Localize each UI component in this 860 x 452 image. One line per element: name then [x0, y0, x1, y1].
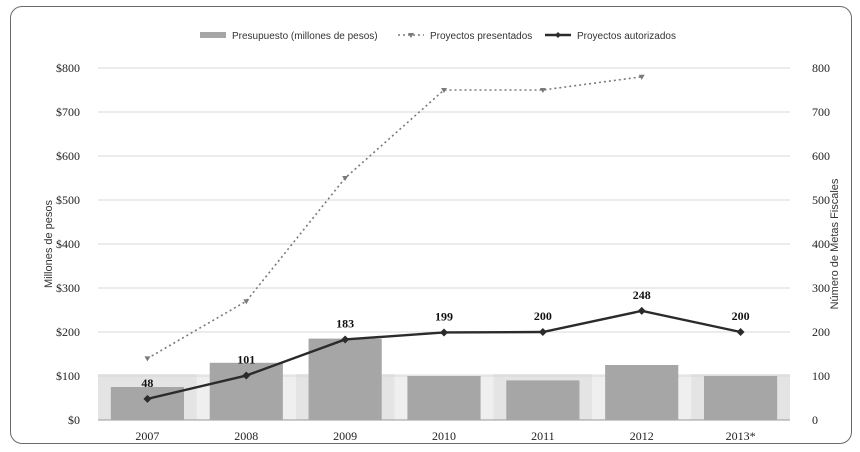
y2-tick-label: 700	[812, 105, 830, 119]
legend-label: Proyectos presentados	[430, 31, 532, 42]
y-tick-label: $0	[68, 413, 80, 427]
y-tick-label: $800	[56, 61, 80, 75]
bar-2013*	[703, 376, 778, 420]
legend-marker-presentados	[408, 33, 414, 38]
presentados-line	[147, 76, 642, 360]
chart-frame	[10, 6, 852, 444]
y2-tick-label: 800	[812, 61, 830, 75]
y2-tick-label: 300	[812, 281, 830, 295]
legend: Presupuesto (millones de pesos) Proyectos…	[200, 31, 676, 42]
bar-2011	[506, 380, 580, 420]
gridlines	[98, 67, 790, 421]
autorizados-point	[538, 328, 547, 336]
presentados-point	[144, 356, 151, 362]
presentados-point	[441, 88, 447, 93]
bar-2012	[605, 365, 679, 420]
y2-tick-label: 400	[812, 237, 830, 251]
data-label-2007: 48	[141, 376, 153, 390]
autorizados-point	[242, 371, 251, 380]
y2-tick-label: 200	[812, 325, 830, 339]
y-tick-label: $500	[56, 193, 80, 207]
bar-2008	[209, 362, 283, 420]
project-lines	[143, 74, 745, 403]
y2-tick-label: 500	[812, 193, 830, 207]
y-tick-label: $600	[56, 149, 80, 163]
y-tick-label: $300	[56, 281, 80, 295]
y2-axis-title: Número de Metas Fiscales	[829, 178, 841, 309]
y-tick-label: $700	[56, 105, 80, 119]
legend-swatch-presupuesto	[200, 32, 226, 38]
data-label-2011: 200	[534, 309, 552, 323]
y2-tick-label: 100	[812, 369, 830, 383]
data-label-2012: 248	[633, 288, 651, 302]
x-tick-label: 2008	[234, 429, 258, 443]
autorizados-point	[143, 394, 152, 403]
bar-2010	[407, 376, 481, 420]
axis-ticks: $0 $100 $200 $300 $400 $500 $600 $700 $800 0 100 20…	[56, 61, 830, 443]
data-label-2010: 199	[435, 309, 453, 323]
y-tick-label: $100	[56, 369, 80, 383]
presentados-point	[342, 176, 349, 181]
x-tick-label: 2012	[630, 429, 654, 443]
autorizados-point	[341, 335, 350, 344]
autorizados-point	[736, 328, 745, 336]
presentados-point	[243, 299, 250, 305]
legend-marker-autorizados	[555, 32, 561, 38]
data-label-2008: 101	[237, 353, 255, 367]
y-tick-label: $200	[56, 325, 80, 339]
bar-2009	[308, 338, 382, 420]
y2-tick-label: 600	[812, 149, 830, 163]
budget-bars	[110, 338, 778, 420]
autorizados-point	[440, 328, 448, 337]
y-axis-title: Millones de pesos	[43, 199, 55, 288]
presentados-point	[638, 74, 645, 80]
legend-label: Presupuesto (millones de pesos)	[232, 31, 378, 42]
autorizados-point	[637, 306, 646, 315]
legend-label: Proyectos autorizados	[577, 31, 676, 42]
y2-tick-label: 0	[812, 413, 818, 427]
y-tick-label: $400	[56, 237, 80, 251]
presentados-point	[539, 88, 546, 93]
data-labels: 48 101 183 199 200 248 200	[141, 288, 749, 390]
x-tick-label: 2009	[333, 429, 357, 443]
x-tick-label: 2007	[135, 429, 159, 443]
x-tick-label: 2011	[531, 429, 555, 443]
data-label-2013*: 200	[732, 309, 750, 323]
data-label-2009: 183	[336, 316, 354, 330]
x-tick-label: 2013*	[726, 429, 756, 443]
x-tick-label: 2010	[432, 429, 456, 443]
